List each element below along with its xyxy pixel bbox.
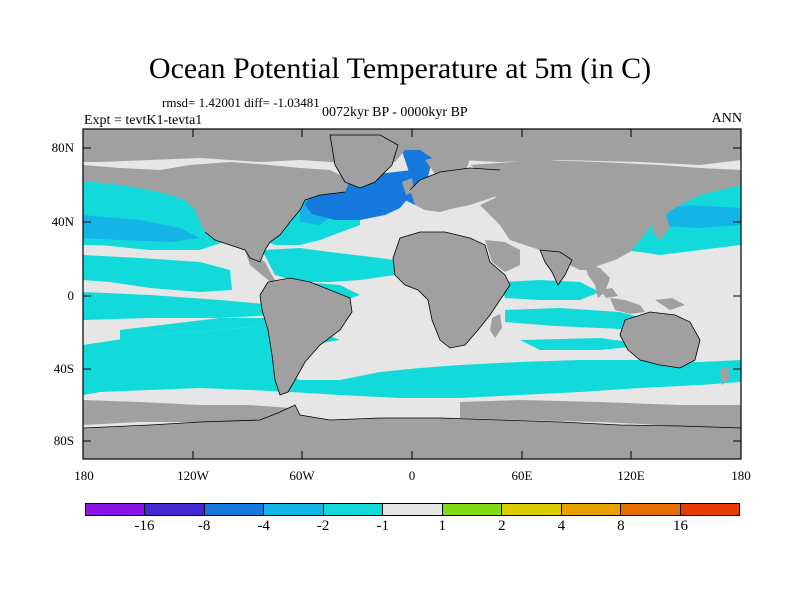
coastlines xyxy=(83,134,741,429)
colorbar-label: -8 xyxy=(197,518,211,534)
plot-title: Ocean Potential Temperature at 5m (in C) xyxy=(148,52,652,85)
x-tick-label-60w: 60W xyxy=(289,468,315,483)
y-tick-label-40s: 40S xyxy=(53,361,74,376)
x-tick-label-60e: 60E xyxy=(511,468,533,483)
season-label: ANN xyxy=(711,111,742,126)
axis-ticks xyxy=(83,129,741,459)
colorbar-segment xyxy=(145,504,205,515)
colorbar-segment xyxy=(502,504,562,515)
colorbar-segment xyxy=(680,504,739,515)
time-range-subtitle: 0072kyr BP - 0000kyr BP xyxy=(322,105,468,120)
y-tick-label-40n: 40N xyxy=(51,214,74,229)
y-tick-label-80n: 80N xyxy=(51,140,74,155)
colorbar xyxy=(85,503,740,516)
colorbar-segment xyxy=(264,504,324,515)
colorbar-segment xyxy=(323,504,384,515)
colorbar-label: -4 xyxy=(257,518,270,534)
rmsd-stats: rmsd= 1.42001 diff= -1.03481 xyxy=(162,95,320,110)
colorbar-label: 4 xyxy=(557,518,566,534)
colorbar-segment xyxy=(86,504,146,515)
colorbar-segment xyxy=(383,504,443,515)
colorbar-segment xyxy=(621,504,681,515)
colorbar-label: 16 xyxy=(672,518,688,534)
colorbar-segment xyxy=(561,504,622,515)
x-tick-label-0: 0 xyxy=(408,468,416,483)
colorbar-label: 1 xyxy=(438,518,447,534)
experiment-label: Expt = tevtK1-tevta1 xyxy=(84,113,203,128)
colorbar-segment xyxy=(442,504,503,515)
colorbar-label: -1 xyxy=(376,518,389,534)
x-tick-label-120w: 120W xyxy=(177,468,209,483)
x-tick-label-120e: 120E xyxy=(617,468,645,483)
colorbar-segment xyxy=(204,504,265,515)
colorbar-label: -16 xyxy=(134,518,155,534)
colorbar-label: 2 xyxy=(498,518,506,534)
x-tick-label-180w: 180 xyxy=(74,468,94,483)
y-tick-label-0: 0 xyxy=(67,288,75,303)
x-tick-label-180e: 180 xyxy=(731,468,751,483)
continents xyxy=(83,129,741,459)
colorbar-label: 8 xyxy=(617,518,625,534)
colorbar-label: -2 xyxy=(316,518,330,534)
y-tick-label-80s: 80S xyxy=(53,433,74,448)
